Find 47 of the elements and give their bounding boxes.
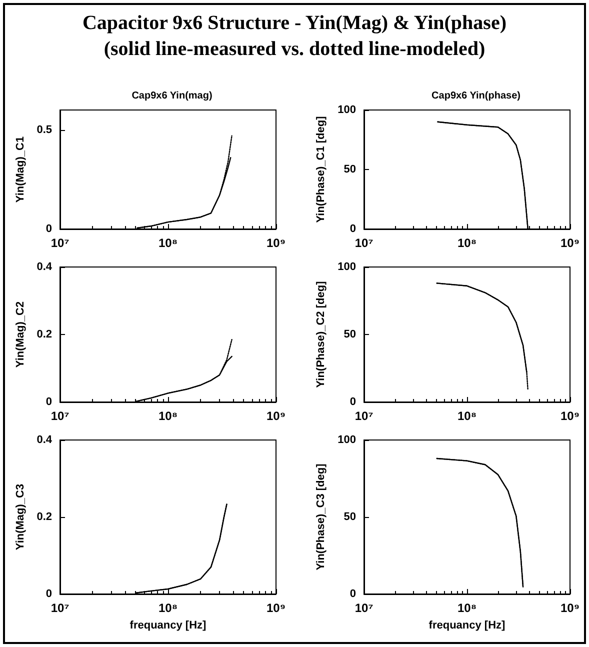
text: Capacitor 9x6 Structure - Yin(Mag) & Yin(phase) <box>81 11 508 36</box>
y-axis-title: Yin(Mag)_C3 <box>14 484 26 550</box>
y-tick-label: 0 <box>350 396 356 408</box>
y-tick-label: 100 <box>338 434 356 446</box>
x-tick-label: 10⁷ <box>354 601 374 615</box>
y-tick-label: 0.4 <box>36 434 53 446</box>
x-tick-label: 10⁷ <box>50 409 70 423</box>
y-tick-label: 50 <box>344 511 356 523</box>
x-tick-label: 10⁹ <box>266 236 286 250</box>
x-tick-label: 10⁷ <box>354 409 374 423</box>
x-tick-label: 10⁸ <box>457 409 477 423</box>
y-tick-label: 0.2 <box>36 328 52 340</box>
chart-title: Cap9x6 Yin(phase) <box>432 90 520 102</box>
x-tick-label: 10⁹ <box>560 601 580 615</box>
x-tick-label: 10⁸ <box>158 236 178 250</box>
y-tick-label: 0 <box>46 223 52 235</box>
y-tick-label: 0 <box>46 396 52 408</box>
y-tick-label: 100 <box>338 104 356 116</box>
x-tick-label: 10⁷ <box>50 236 70 250</box>
x-tick-label: 10⁸ <box>457 601 477 615</box>
x-tick-label: 10⁹ <box>560 236 580 250</box>
y-axis-title: Yin(Phase)_C2 [deg] <box>315 280 328 388</box>
x-tick-label: 10⁸ <box>457 236 477 250</box>
text: (solid line-measured vs. dotted line-modeled) <box>102 37 486 62</box>
y-tick-label: 0 <box>46 588 52 600</box>
y-tick-label: 0 <box>350 223 356 235</box>
y-tick-label: 50 <box>344 164 356 176</box>
x-tick-label: 10⁸ <box>158 409 178 423</box>
y-tick-label: 0 <box>350 588 356 600</box>
y-tick-label: 100 <box>338 261 356 273</box>
x-tick-label: 10⁷ <box>50 601 70 615</box>
y-axis-title: Yin(Phase)_C3 [deg] <box>315 463 328 570</box>
y-axis-title: Yin(Mag)_C1 <box>14 136 26 203</box>
y-axis-title: Yin(Phase)_C1 [deg] <box>315 116 328 223</box>
y-tick-label: 0.5 <box>36 124 52 136</box>
x-axis-title: frequancy [Hz] <box>130 620 207 632</box>
x-tick-label: 10⁹ <box>560 409 580 423</box>
x-axis-title: frequancy [Hz] <box>428 620 506 632</box>
y-tick-label: 0.2 <box>36 511 52 523</box>
y-tick-label: 50 <box>344 328 356 340</box>
chart-title: Cap9x6 Yin(mag) <box>132 90 212 102</box>
y-axis-title: Yin(Mag)_C2 <box>14 301 26 368</box>
x-tick-label: 10⁸ <box>158 601 178 615</box>
x-tick-label: 10⁹ <box>266 409 286 423</box>
y-tick-label: 0.4 <box>36 261 53 273</box>
x-tick-label: 10⁷ <box>354 236 374 250</box>
x-tick-label: 10⁹ <box>266 601 286 615</box>
